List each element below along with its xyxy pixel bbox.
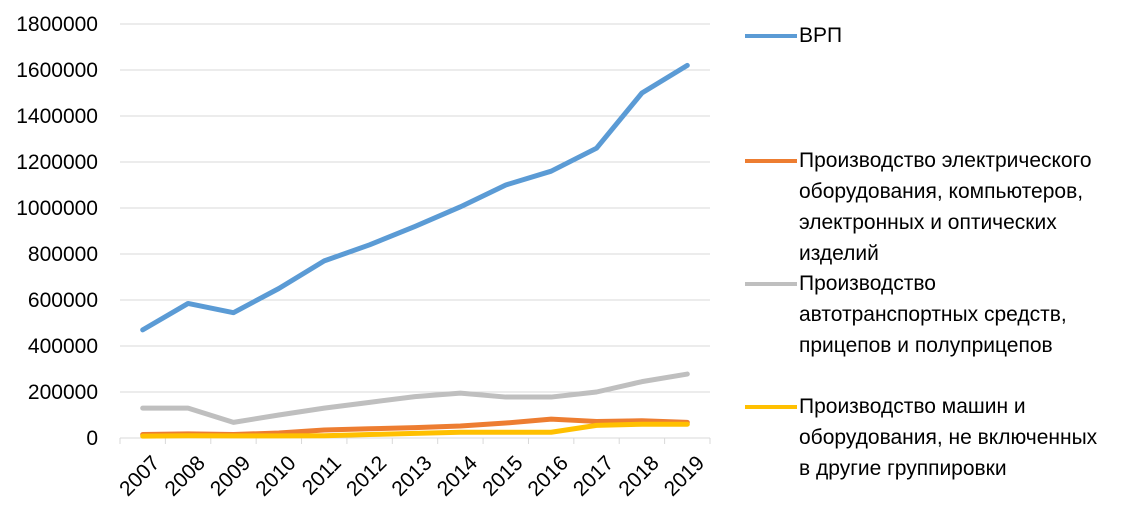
legend-swatch-automotive bbox=[745, 282, 797, 286]
legend-label-electrical: Производство электрического оборудования… bbox=[799, 149, 1092, 265]
legend-item-vrp: ВРП bbox=[745, 20, 1133, 51]
y-tick-label: 800000 bbox=[28, 243, 98, 266]
series-line-0 bbox=[140, 62, 690, 333]
x-tick-label: 2018 bbox=[614, 451, 663, 500]
x-tick-label: 2009 bbox=[206, 451, 255, 500]
gridlines bbox=[120, 23, 710, 393]
legend-label-machinery: Производство машин и оборудования, не вк… bbox=[799, 395, 1098, 480]
y-tick-label: 1800000 bbox=[16, 13, 98, 36]
series-lines bbox=[140, 62, 690, 439]
x-axis-tick-labels: 2007200820092010201120122013201420152016… bbox=[115, 451, 709, 501]
x-tick-label: 2019 bbox=[660, 451, 709, 500]
x-tick-label: 2016 bbox=[524, 451, 573, 500]
y-axis-tick-labels: 0 200000 400000 600000 800000 1000000 1200000 1… bbox=[16, 13, 98, 450]
y-tick-label: 1000000 bbox=[16, 197, 98, 220]
legend-label-vrp: ВРП bbox=[799, 24, 843, 47]
x-tick-label: 2008 bbox=[161, 451, 210, 500]
series-line-2 bbox=[140, 371, 690, 425]
x-axis bbox=[119, 437, 711, 444]
legend-item-automotive: Производство автотранспортных средств, п… bbox=[745, 268, 1133, 361]
y-tick-label: 400000 bbox=[28, 335, 98, 358]
legend-swatch-vrp bbox=[745, 34, 797, 38]
x-tick-label: 2010 bbox=[251, 451, 300, 500]
legend-swatch-electrical bbox=[745, 159, 797, 163]
legend-swatch-machinery bbox=[745, 405, 797, 409]
series-line-3 bbox=[140, 421, 690, 439]
x-tick-label: 2014 bbox=[433, 451, 483, 501]
x-tick-label: 2011 bbox=[298, 451, 346, 499]
legend-label-automotive: Производство автотранспортных средств, п… bbox=[799, 272, 1067, 357]
x-tick-label: 2012 bbox=[342, 451, 391, 500]
x-tick-label: 2007 bbox=[115, 451, 164, 500]
y-tick-label: 600000 bbox=[28, 289, 98, 312]
line-chart: 0 200000 400000 600000 800000 1000000 1200000 1… bbox=[16, 13, 711, 501]
y-tick-label: 1600000 bbox=[16, 59, 98, 82]
x-tick-label: 2017 bbox=[569, 451, 618, 500]
legend-item-electrical: Производство электрического оборудования… bbox=[745, 145, 1133, 269]
x-tick-label: 2015 bbox=[478, 451, 527, 500]
y-tick-label: 1400000 bbox=[16, 105, 98, 128]
y-tick-label: 0 bbox=[86, 427, 98, 450]
x-tick-label: 2013 bbox=[387, 451, 436, 500]
legend: ВРП Производство электрического оборудов… bbox=[745, 0, 1133, 505]
y-tick-label: 1200000 bbox=[16, 151, 98, 174]
y-tick-label: 200000 bbox=[28, 381, 98, 404]
legend-item-machinery: Производство машин и оборудования, не вк… bbox=[745, 391, 1133, 484]
